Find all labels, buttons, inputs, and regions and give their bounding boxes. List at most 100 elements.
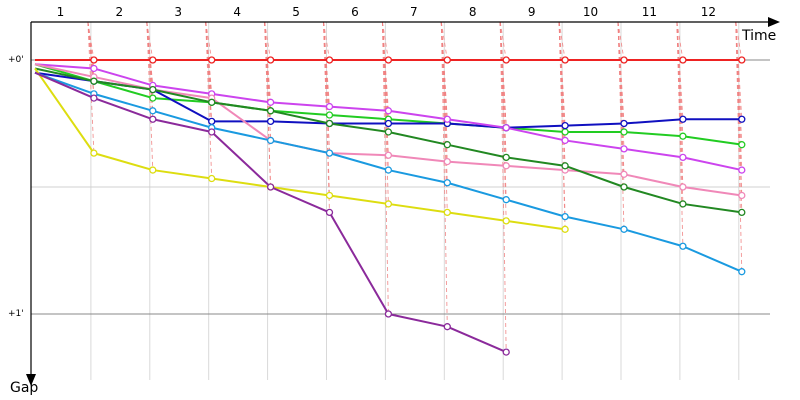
data-point (679, 183, 687, 191)
axes: Time Gap (10, 17, 780, 396)
data-point (620, 56, 628, 64)
data-point (561, 121, 569, 130)
data-point (620, 119, 628, 128)
data-point (90, 77, 98, 85)
data-point (149, 107, 157, 115)
connector-line (146, 21, 154, 171)
data-point (561, 56, 569, 64)
data-point (325, 56, 334, 64)
data-point (384, 107, 393, 115)
data-point (738, 115, 746, 123)
data-point (149, 166, 157, 174)
y-axis-arrow-icon (26, 374, 36, 386)
data-point (149, 115, 157, 123)
x-tick-label: 8 (469, 5, 477, 19)
data-point (561, 128, 569, 136)
x-axis-arrow-icon (768, 17, 780, 27)
data-point (502, 196, 510, 204)
data-point (738, 208, 746, 217)
data-point (384, 56, 393, 64)
data-point (208, 174, 216, 183)
connector-line (323, 21, 330, 213)
grid (31, 22, 770, 380)
data-point (679, 115, 687, 123)
connector-line (87, 21, 95, 154)
data-point (679, 200, 687, 208)
data-point (208, 117, 216, 126)
data-point (266, 136, 275, 145)
y-tick-label: +1' (8, 309, 24, 319)
series-markers (90, 56, 746, 356)
data-point (443, 179, 451, 187)
data-point (90, 56, 98, 64)
tick-labels: 1 2 3 4 5 6 7 8 9 10 11 12+0'+1' (8, 5, 716, 319)
connector-line (205, 21, 213, 132)
data-point (620, 170, 628, 178)
data-point (266, 117, 275, 126)
data-point (443, 56, 451, 64)
connector-line (499, 21, 507, 353)
data-point (384, 151, 393, 159)
data-point (149, 56, 157, 64)
data-point (266, 56, 275, 64)
data-point (384, 128, 393, 136)
data-point (502, 56, 510, 64)
data-point (325, 111, 334, 119)
data-point (325, 208, 334, 217)
data-point (149, 94, 157, 102)
data-point (443, 208, 451, 217)
data-point (561, 212, 569, 221)
series-line (34, 67, 566, 231)
data-point (620, 128, 628, 136)
data-point (502, 217, 510, 225)
data-point (738, 56, 746, 64)
data-point (325, 191, 334, 200)
data-point (561, 162, 569, 170)
x-tick-label: 9 (528, 5, 536, 19)
data-point (738, 268, 746, 276)
data-point (502, 162, 510, 170)
data-point (90, 149, 98, 157)
data-point (561, 225, 569, 233)
data-point (266, 183, 275, 191)
data-point (502, 348, 510, 356)
data-point (325, 149, 334, 157)
data-point (266, 98, 275, 106)
data-point (738, 141, 746, 149)
data-point (679, 153, 687, 162)
data-point (208, 98, 216, 106)
data-point (325, 119, 334, 128)
x-tick-label: 6 (351, 5, 359, 19)
data-point (561, 136, 569, 145)
data-point (208, 56, 216, 64)
data-point (620, 183, 628, 191)
x-tick-label: 12 (701, 5, 716, 19)
data-point (620, 145, 628, 153)
x-tick-label: 2 (116, 5, 124, 19)
connector-line (558, 21, 566, 141)
data-point (679, 242, 687, 250)
data-point (620, 225, 628, 233)
connector-line (440, 21, 448, 327)
data-point (679, 132, 687, 140)
data-point (90, 64, 98, 73)
x-tick-label: 7 (410, 5, 418, 19)
connector-line (146, 21, 154, 120)
data-point (738, 166, 746, 174)
x-tick-label: 10 (583, 5, 598, 19)
data-point (208, 128, 216, 136)
x-axis-title: Time (741, 28, 776, 44)
data-point (443, 115, 451, 123)
data-point (443, 323, 451, 331)
connector-line (499, 21, 507, 221)
data-point (738, 191, 746, 200)
data-point (90, 94, 98, 102)
connector-line (676, 21, 684, 137)
data-point (502, 124, 510, 132)
y-axis-title: Gap (10, 380, 38, 396)
connector-line (440, 21, 448, 183)
data-point (384, 310, 393, 318)
x-tick-label: 1 (57, 5, 65, 19)
data-point (384, 166, 393, 174)
